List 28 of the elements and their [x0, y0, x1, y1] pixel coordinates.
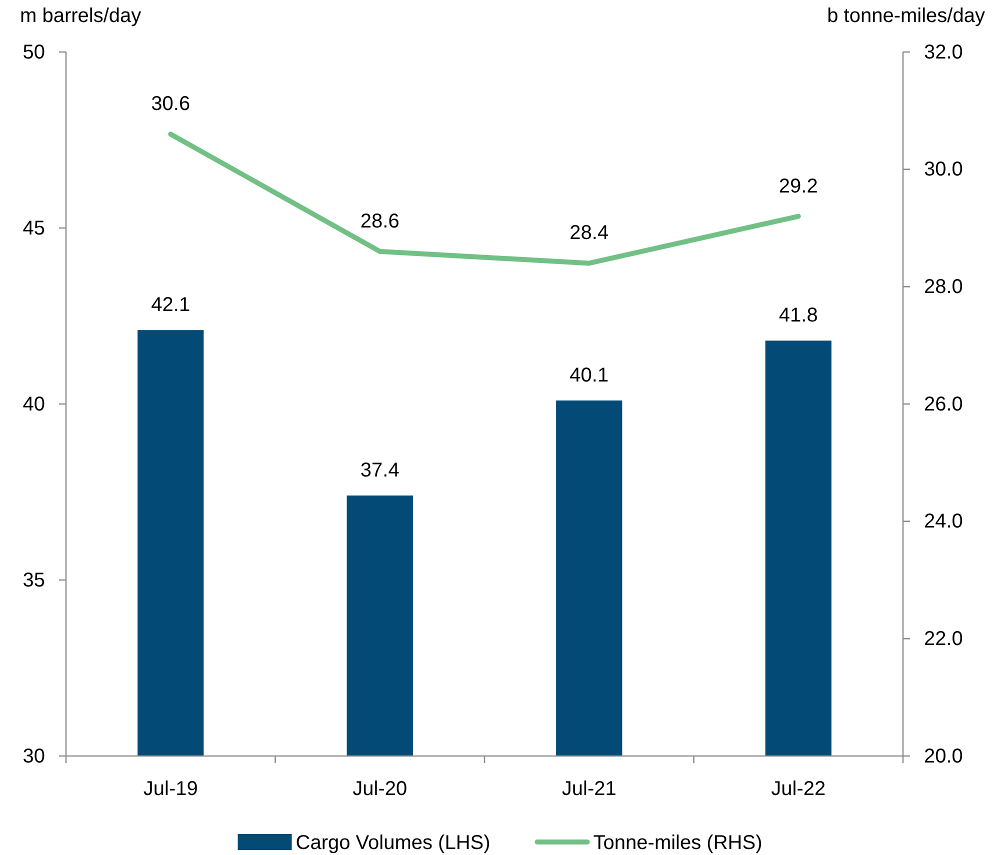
data-label: 29.2 [778, 175, 818, 198]
data-label: 28.4 [570, 222, 609, 244]
data-label: 28.6 [360, 210, 400, 232]
x-tick-label: Jul-20 [352, 778, 408, 800]
y2-tick-label: 22.0 [924, 628, 963, 650]
y2-tick-label: 28.0 [924, 276, 963, 298]
y2-axis-title: b tonne-miles/day [827, 5, 985, 27]
y-tick-label: 35 [22, 569, 45, 592]
y2-tick-label: 20.0 [924, 745, 963, 768]
legend-label: Tonne-miles (RHS) [593, 832, 762, 854]
y2-tick-label: 32.0 [924, 41, 963, 64]
y-axis-title: m barrels/day [20, 5, 142, 27]
data-label: 30.6 [151, 93, 190, 116]
data-label: 41.8 [778, 304, 818, 327]
y-tick-label: 30 [22, 745, 45, 768]
y-tick-label: 45 [22, 217, 45, 240]
data-label: 40.1 [570, 364, 609, 386]
data-label: 42.1 [151, 294, 190, 316]
x-tick-label: Jul-19 [143, 778, 198, 800]
x-tick-label: Jul-21 [562, 778, 616, 800]
legend-label: Cargo Volumes (LHS) [296, 832, 490, 854]
y2-tick-label: 30.0 [924, 158, 963, 181]
y-tick-label: 50 [22, 41, 45, 64]
y2-tick-label: 24.0 [924, 510, 963, 533]
y2-tick-label: 26.0 [924, 393, 963, 416]
y-tick-label: 40 [22, 393, 45, 416]
data-label: 37.4 [360, 460, 400, 482]
x-tick-label: Jul-22 [771, 778, 826, 800]
